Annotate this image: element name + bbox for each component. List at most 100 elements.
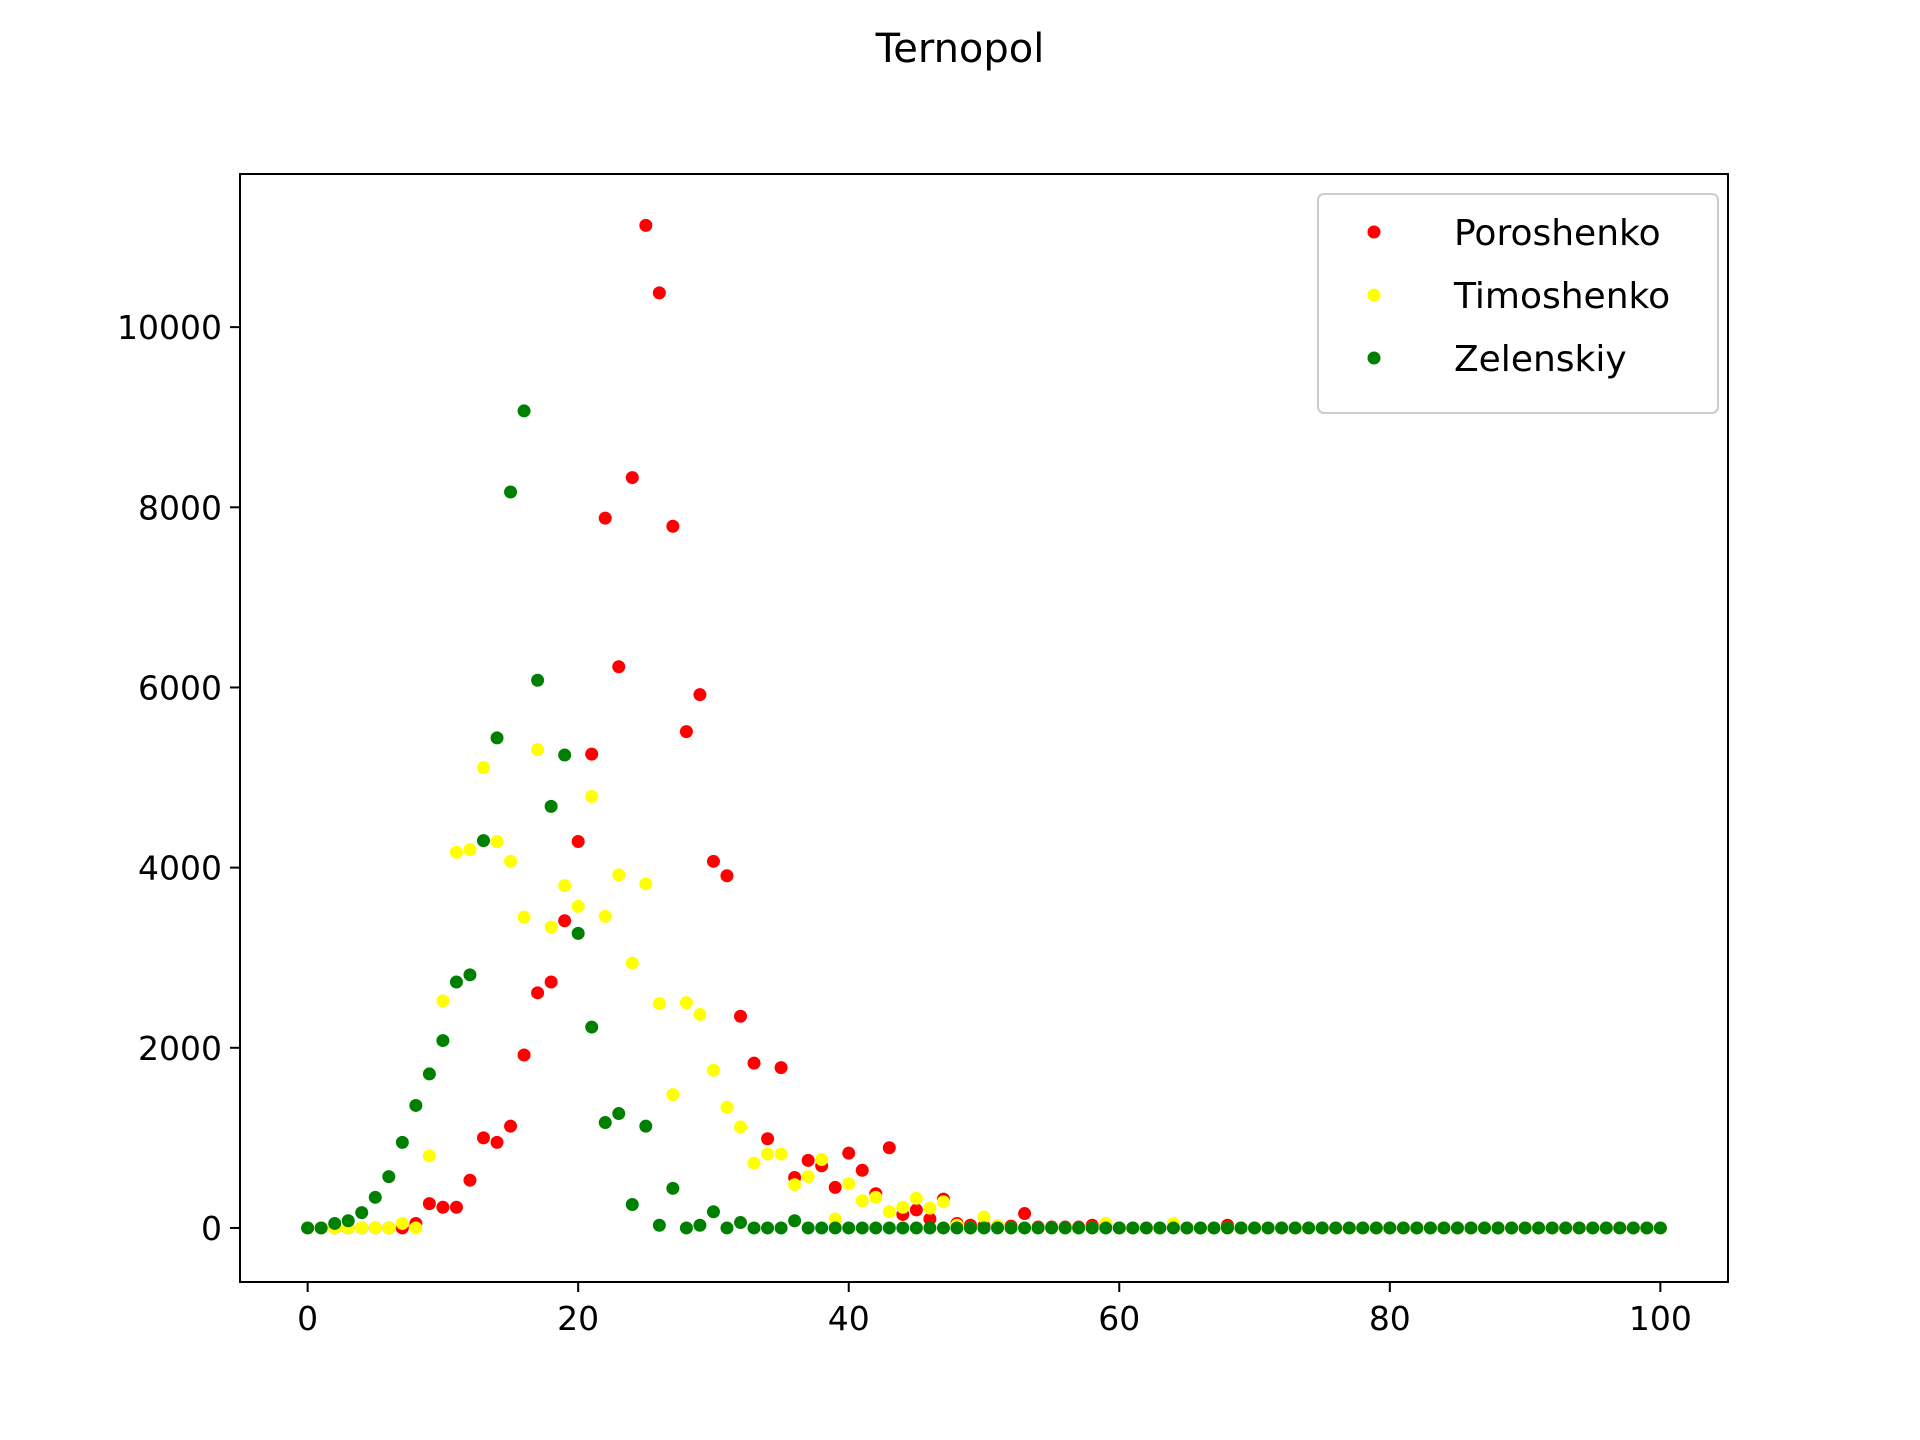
data-point [882, 1205, 896, 1219]
data-point [815, 1152, 829, 1166]
data-point [1586, 1221, 1600, 1235]
data-point [936, 1195, 950, 1209]
data-point [1410, 1221, 1424, 1235]
data-point [558, 879, 572, 893]
x-tick-label: 40 [828, 1299, 870, 1338]
data-point [747, 1056, 761, 1070]
data-point [639, 218, 653, 232]
data-point [679, 1221, 693, 1235]
legend-label: Poroshenko [1454, 213, 1661, 254]
data-point [1640, 1221, 1654, 1235]
data-point [449, 1200, 463, 1214]
data-point [1248, 1221, 1262, 1235]
data-point [977, 1210, 991, 1224]
data-point [1396, 1221, 1410, 1235]
data-point [936, 1221, 950, 1235]
y-tick-label: 2000 [138, 1029, 222, 1068]
data-point [666, 1088, 680, 1102]
data-point [355, 1206, 369, 1220]
data-point [963, 1221, 977, 1235]
x-tick-label: 20 [557, 1299, 599, 1338]
data-point [571, 835, 585, 849]
data-point [1653, 1221, 1667, 1235]
data-point [720, 1221, 734, 1235]
data-point [1491, 1221, 1505, 1235]
data-point [1207, 1221, 1221, 1235]
data-point [436, 1200, 450, 1214]
x-tick-label: 80 [1369, 1299, 1411, 1338]
data-point [612, 868, 626, 882]
data-point [598, 909, 612, 923]
data-point [761, 1221, 775, 1235]
axis-ticks: 0 20 40 60 80 100 0 2000 4000 6000 8000 10000 [117, 308, 1692, 1338]
data-point [842, 1177, 856, 1191]
y-tick-label: 0 [201, 1209, 222, 1248]
data-point [693, 688, 707, 702]
data-point [504, 1119, 518, 1133]
data-point [1437, 1221, 1451, 1235]
data-point [1369, 1221, 1383, 1235]
data-point [585, 1020, 599, 1034]
data-point [1072, 1221, 1086, 1235]
data-point [950, 1221, 964, 1235]
legend-marker [1367, 288, 1381, 302]
data-point [639, 1119, 653, 1133]
chart-title: Ternopol [875, 26, 1045, 72]
data-point [882, 1141, 896, 1155]
data-point [706, 854, 720, 868]
data-point [923, 1212, 937, 1226]
legend-marker [1367, 225, 1381, 239]
data-point [693, 1218, 707, 1232]
data-point [828, 1180, 842, 1194]
data-point [449, 845, 463, 859]
data-point [720, 869, 734, 883]
legend-label: Timoshenko [1453, 276, 1670, 317]
data-point [855, 1163, 869, 1177]
data-point [490, 1135, 504, 1149]
data-point [382, 1221, 396, 1235]
data-point [896, 1221, 910, 1235]
data-point [747, 1156, 761, 1170]
data-point [625, 1198, 639, 1212]
data-point [1518, 1221, 1532, 1235]
data-point [449, 975, 463, 989]
data-point [368, 1221, 382, 1235]
data-point [639, 877, 653, 891]
data-point [1626, 1221, 1640, 1235]
data-point [909, 1191, 923, 1205]
legend-marker [1367, 351, 1381, 365]
data-point [1559, 1221, 1573, 1235]
data-point [463, 1173, 477, 1187]
data-point [1450, 1221, 1464, 1235]
data-point [1018, 1207, 1032, 1221]
data-point [842, 1146, 856, 1160]
data-point [1613, 1221, 1627, 1235]
data-point [612, 660, 626, 674]
data-point [612, 1107, 626, 1121]
data-point [368, 1190, 382, 1204]
data-point [1139, 1221, 1153, 1235]
data-point [652, 997, 666, 1011]
data-point [1045, 1221, 1059, 1235]
data-point [490, 731, 504, 745]
data-point [463, 968, 477, 982]
x-tick-label: 100 [1629, 1299, 1692, 1338]
data-point [1166, 1221, 1180, 1235]
data-point [1099, 1221, 1113, 1235]
data-point [923, 1201, 937, 1215]
x-tick-label: 0 [297, 1299, 318, 1338]
data-point [720, 1100, 734, 1114]
data-point [585, 747, 599, 761]
data-point [517, 404, 531, 418]
data-point [734, 1216, 748, 1230]
data-point [504, 854, 518, 868]
data-point [558, 914, 572, 928]
data-point [1085, 1221, 1099, 1235]
data-point [585, 789, 599, 803]
data-point [747, 1221, 761, 1235]
data-point [1275, 1221, 1289, 1235]
data-point [1329, 1221, 1343, 1235]
data-point [395, 1135, 409, 1149]
data-point [598, 511, 612, 525]
data-point [531, 986, 545, 1000]
